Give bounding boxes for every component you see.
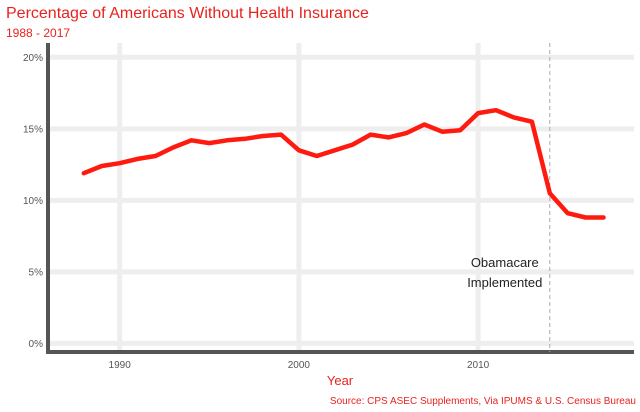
y-tick-label: 20% <box>23 53 43 64</box>
grid <box>48 43 634 352</box>
series <box>81 107 606 220</box>
y-tick-label: 15% <box>23 124 43 135</box>
annotation: Obamacare Implemented <box>467 43 551 352</box>
series-line <box>81 107 606 220</box>
annotation-text: Implemented <box>467 275 542 290</box>
annotation-text: Obamacare <box>471 255 539 270</box>
chart-subtitle: 1988 - 2017 <box>6 26 71 40</box>
x-tick-label: 2000 <box>288 360 311 371</box>
y-tick-label: 5% <box>29 267 44 278</box>
source-note: Source: CPS ASEC Supplements, Via IPUMS … <box>330 396 636 407</box>
tick-labels: 1990 2000 2010 0% 5% 10% 15% 20% <box>23 53 490 371</box>
x-tick-label: 2010 <box>467 360 490 371</box>
x-axis-title: Year <box>327 373 354 388</box>
axis-labels: Year Source: CPS ASEC Supplements, Via IP… <box>327 373 636 407</box>
y-tick-label: 0% <box>29 339 44 350</box>
y-tick-label: 10% <box>23 196 43 207</box>
chart-title: Percentage of Americans Without Health I… <box>6 5 369 22</box>
x-tick-label: 1990 <box>109 360 132 371</box>
axes <box>46 43 634 354</box>
